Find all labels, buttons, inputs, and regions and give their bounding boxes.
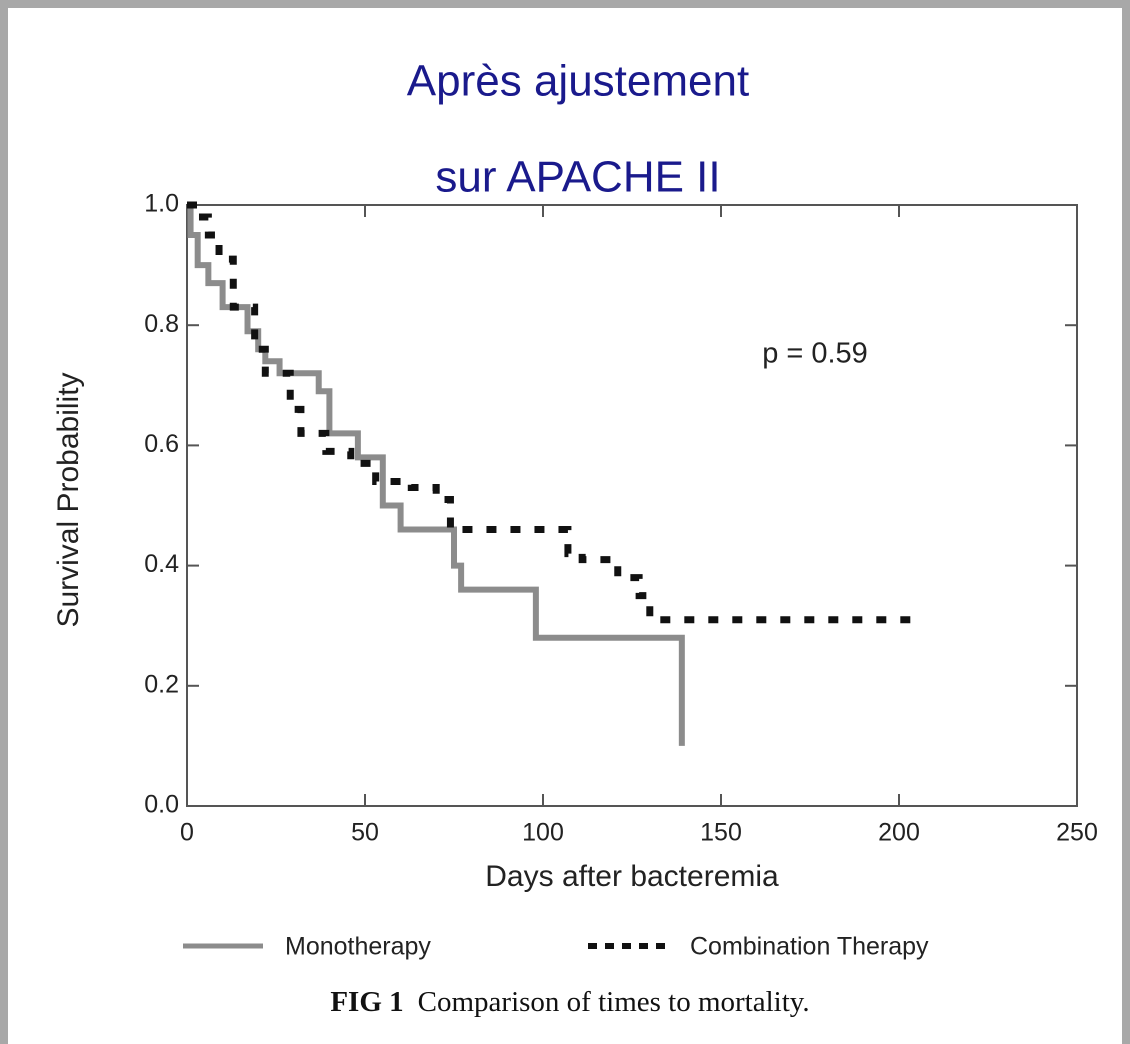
legend-label: Combination Therapy bbox=[690, 933, 929, 961]
x-tick-label: 100 bbox=[522, 819, 564, 847]
x-tick-label: 250 bbox=[1056, 819, 1098, 847]
x-tick-label: 50 bbox=[351, 819, 379, 847]
chart-title: Après ajustement bbox=[407, 57, 749, 106]
y-tick-label: 0.8 bbox=[144, 310, 179, 338]
legend-label: Monotherapy bbox=[285, 933, 431, 961]
chart-title: sur APACHE II bbox=[435, 153, 720, 202]
y-tick-label: 1.0 bbox=[144, 190, 179, 218]
survival-line bbox=[187, 201, 917, 624]
x-tick-label: 0 bbox=[180, 819, 194, 847]
x-tick-label: 200 bbox=[878, 819, 920, 847]
x-axis-label: Days after bacteremia bbox=[485, 860, 779, 893]
plot-frame bbox=[186, 204, 1078, 807]
caption-text: Comparison of times to mortality. bbox=[418, 986, 810, 1018]
y-tick-label: 0.2 bbox=[144, 670, 179, 698]
y-tick-label: 0.6 bbox=[144, 430, 179, 458]
x-tick-label: 150 bbox=[700, 819, 742, 847]
y-axis-label: Survival Probability bbox=[52, 372, 85, 627]
y-tick-label: 0.4 bbox=[144, 550, 179, 578]
survival-line bbox=[187, 202, 685, 746]
annotation: p = 0.59 bbox=[762, 338, 868, 370]
caption: FIG 1 Comparison of times to mortality. bbox=[330, 986, 809, 1018]
caption-label: FIG 1 bbox=[330, 986, 403, 1018]
y-tick-label: 0.0 bbox=[144, 791, 179, 819]
